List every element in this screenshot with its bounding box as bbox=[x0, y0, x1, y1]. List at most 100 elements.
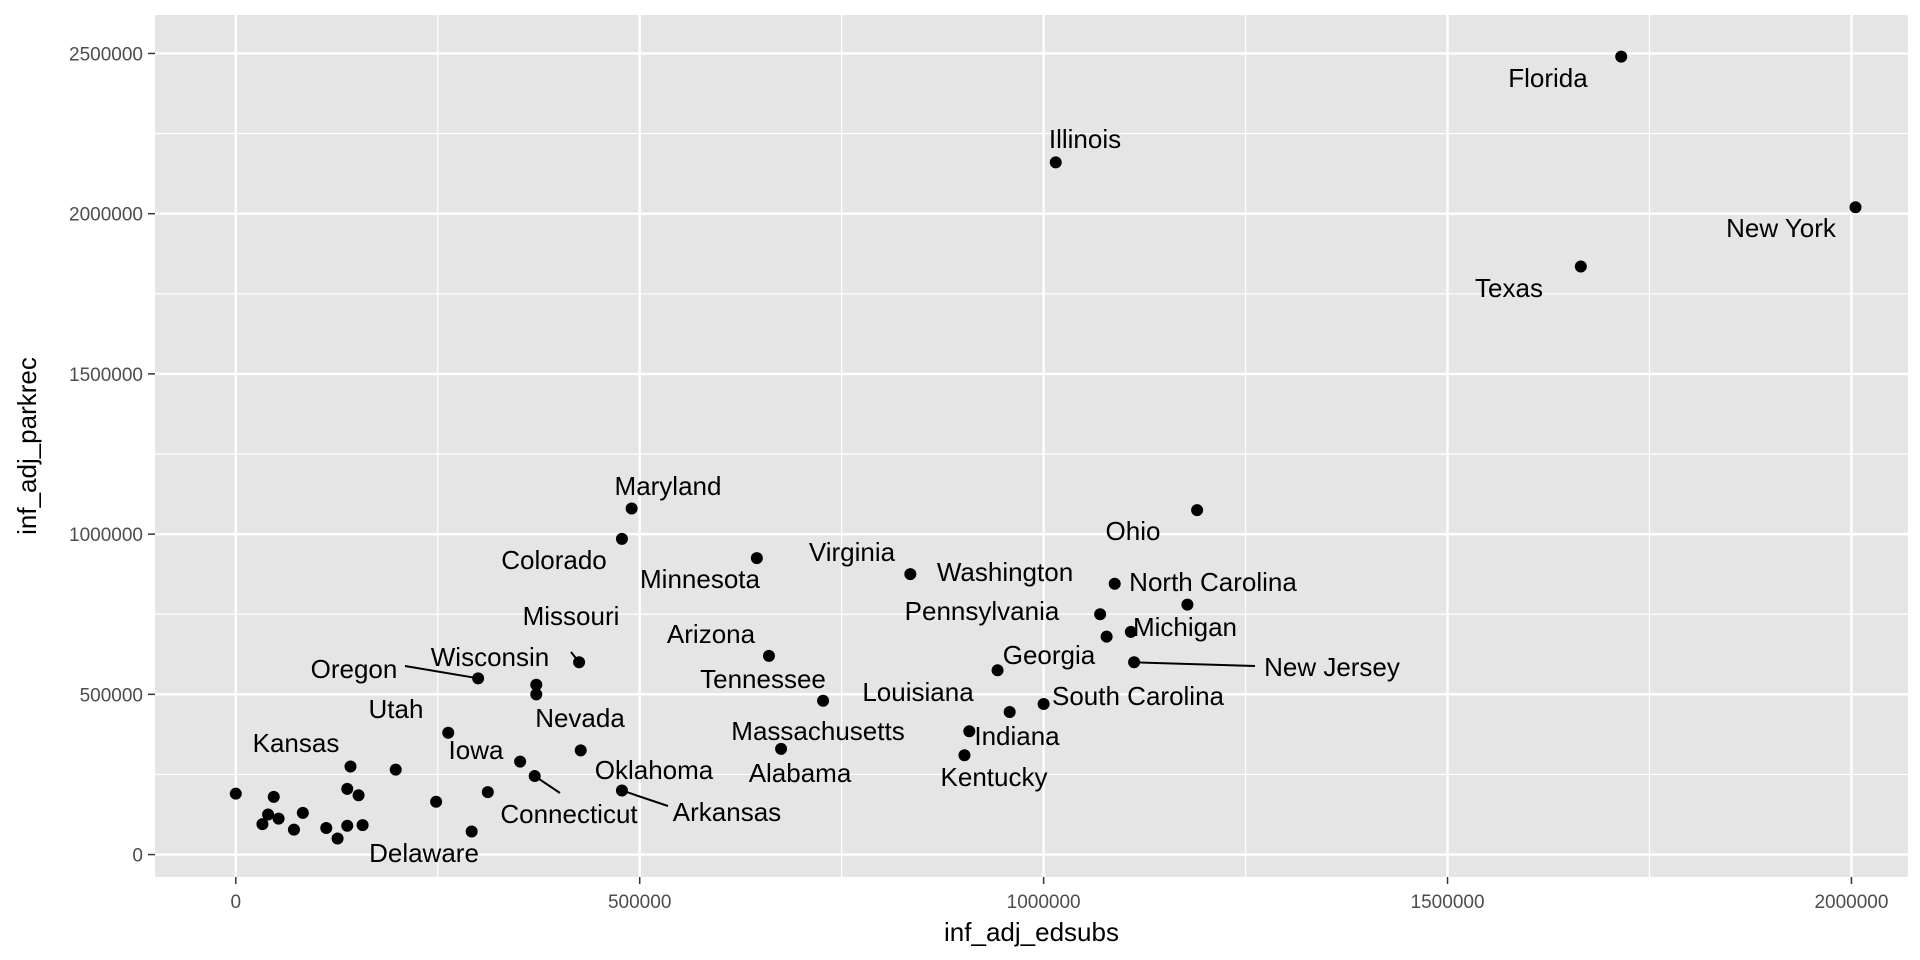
data-point bbox=[481, 786, 494, 799]
data-point bbox=[1128, 656, 1141, 669]
y-tick-label: 2500000 bbox=[69, 44, 143, 65]
point-label: Arkansas bbox=[673, 797, 781, 827]
point-label: Washington bbox=[937, 557, 1073, 587]
point-label: Oregon bbox=[311, 654, 398, 684]
data-point bbox=[1003, 705, 1016, 718]
point-label: Ohio bbox=[1106, 516, 1161, 546]
data-point bbox=[356, 819, 369, 832]
y-tick-label: 1000000 bbox=[69, 525, 143, 546]
data-point bbox=[991, 664, 1004, 677]
data-point bbox=[625, 502, 638, 515]
y-tick-label: 1500000 bbox=[69, 365, 143, 386]
data-point bbox=[1849, 201, 1862, 214]
point-label: Oklahoma bbox=[595, 755, 714, 785]
point-label: Wisconsin bbox=[431, 642, 549, 672]
y-tick-label: 0 bbox=[132, 846, 143, 867]
x-tick-label: 0 bbox=[230, 892, 241, 913]
data-point bbox=[389, 763, 402, 776]
grid-major bbox=[155, 15, 1908, 877]
point-label: Tennessee bbox=[700, 664, 826, 694]
data-point bbox=[320, 821, 333, 834]
point-label: Louisiana bbox=[862, 677, 974, 707]
data-point bbox=[472, 672, 485, 685]
data-point bbox=[615, 784, 628, 797]
data-point bbox=[1100, 630, 1113, 643]
data-point bbox=[530, 688, 543, 701]
y-tick-label: 500000 bbox=[80, 685, 143, 706]
point-label: Connecticut bbox=[500, 799, 638, 829]
data-point bbox=[262, 808, 275, 821]
data-point bbox=[352, 789, 365, 802]
point-label: Nevada bbox=[535, 703, 625, 733]
data-point bbox=[1574, 260, 1587, 273]
point-label: Utah bbox=[369, 694, 424, 724]
point-label: Texas bbox=[1475, 273, 1543, 303]
data-point bbox=[341, 819, 354, 832]
data-point bbox=[287, 823, 300, 836]
data-point bbox=[465, 825, 478, 838]
data-point bbox=[1108, 577, 1121, 590]
point-label: Virginia bbox=[809, 537, 896, 567]
data-point bbox=[530, 678, 543, 691]
point-label: Georgia bbox=[1003, 640, 1096, 670]
point-label: Kansas bbox=[253, 728, 340, 758]
label-leader-line bbox=[404, 665, 479, 680]
point-label: New Jersey bbox=[1264, 652, 1400, 682]
x-tick-label: 1500000 bbox=[1411, 892, 1485, 913]
point-labels: Florida Illinois New York Texas Maryland Ohio… bbox=[253, 63, 1837, 868]
data-point bbox=[229, 787, 242, 800]
y-axis-title: inf_adj_parkrec bbox=[12, 357, 42, 535]
data-points bbox=[229, 50, 1862, 845]
x-axis-title: inf_adj_edsubs bbox=[944, 917, 1119, 947]
data-point bbox=[528, 770, 541, 783]
point-label: Delaware bbox=[369, 838, 479, 868]
data-point bbox=[1191, 504, 1204, 517]
grid-minor bbox=[155, 15, 1908, 877]
data-point bbox=[615, 532, 628, 545]
data-point bbox=[272, 812, 285, 825]
data-point bbox=[1037, 697, 1050, 710]
data-point bbox=[904, 568, 917, 581]
data-point bbox=[1181, 598, 1194, 611]
data-point bbox=[1124, 625, 1137, 638]
y-axis: 0 500000 1000000 1500000 2000000 2500000 bbox=[69, 44, 155, 867]
x-tick-label: 500000 bbox=[608, 892, 671, 913]
point-label: Maryland bbox=[615, 471, 722, 501]
point-label: Massachusetts bbox=[731, 716, 904, 746]
data-point bbox=[762, 649, 775, 662]
data-point bbox=[1049, 156, 1062, 169]
x-tick-label: 2000000 bbox=[1814, 892, 1888, 913]
label-leader-line bbox=[1134, 661, 1256, 667]
x-tick-label: 1000000 bbox=[1007, 892, 1081, 913]
data-point bbox=[442, 726, 455, 739]
data-point bbox=[296, 806, 309, 819]
point-label: Colorado bbox=[501, 545, 607, 575]
point-label: Florida bbox=[1508, 63, 1588, 93]
data-point bbox=[750, 552, 763, 565]
data-point bbox=[958, 749, 971, 762]
point-label: New York bbox=[1726, 213, 1837, 243]
x-axis: 0 500000 1000000 1500000 2000000 bbox=[230, 877, 1888, 913]
data-point bbox=[1094, 608, 1107, 621]
data-point bbox=[341, 782, 354, 795]
data-point bbox=[963, 725, 976, 738]
data-point bbox=[331, 832, 344, 845]
data-point bbox=[775, 742, 788, 755]
data-point bbox=[514, 755, 527, 768]
data-point bbox=[256, 818, 269, 831]
point-label: South Carolina bbox=[1052, 681, 1225, 711]
point-label: Iowa bbox=[449, 735, 504, 765]
data-point bbox=[573, 656, 586, 669]
point-label: Kentucky bbox=[941, 762, 1048, 792]
y-tick-label: 2000000 bbox=[69, 205, 143, 226]
data-point bbox=[344, 760, 357, 773]
point-label: Michigan bbox=[1133, 612, 1237, 642]
data-point bbox=[1615, 50, 1628, 63]
data-point bbox=[574, 744, 587, 757]
data-point bbox=[817, 694, 830, 707]
data-point bbox=[430, 795, 443, 808]
point-label: Indiana bbox=[974, 721, 1060, 751]
point-label: Pennsylvania bbox=[905, 596, 1060, 626]
label-leader-line bbox=[621, 789, 669, 807]
